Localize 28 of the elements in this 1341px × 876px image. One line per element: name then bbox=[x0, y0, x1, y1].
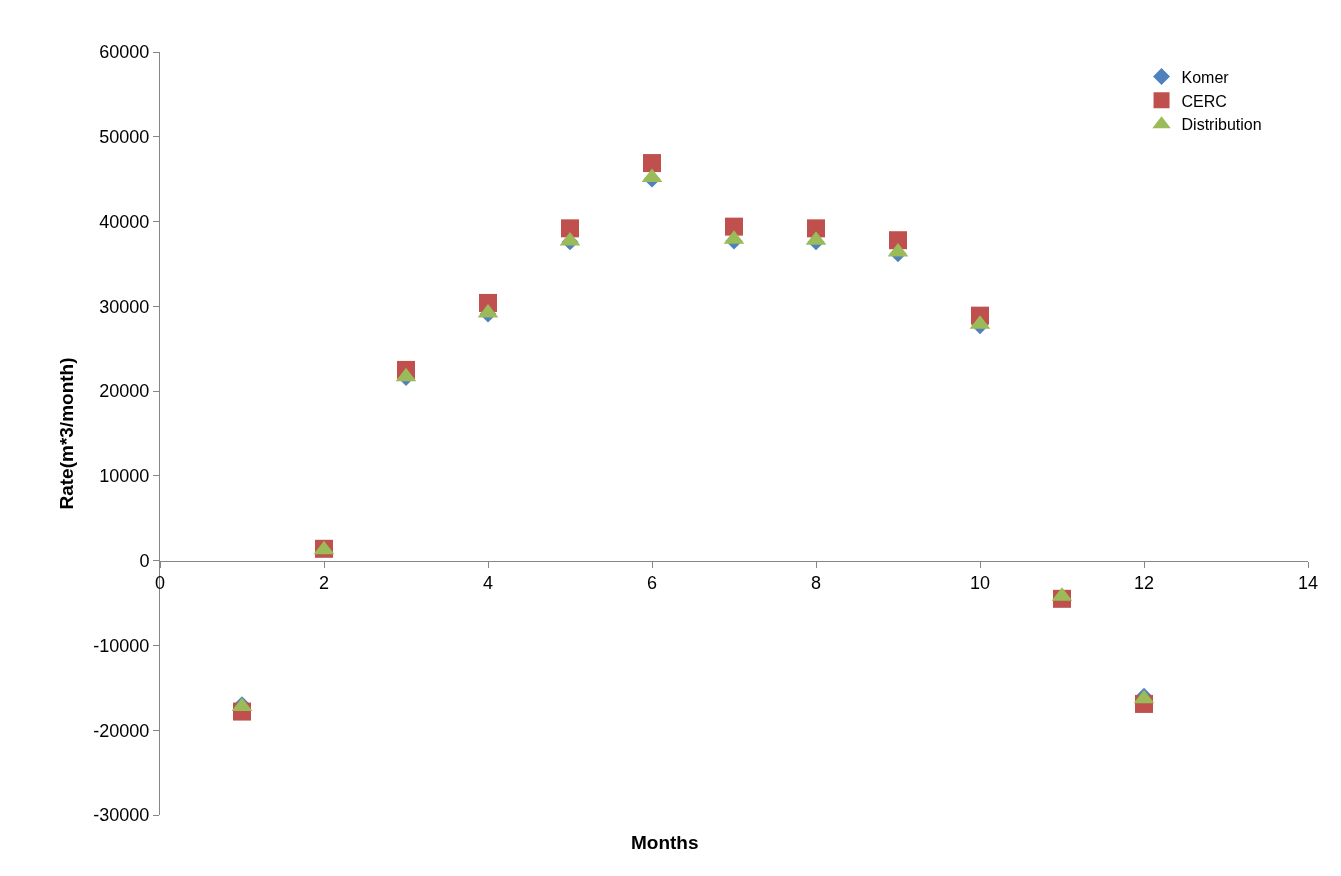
y-tick-label: -10000 bbox=[93, 635, 150, 656]
y-tick-label: -30000 bbox=[93, 805, 150, 826]
x-tick-label: 10 bbox=[969, 573, 991, 594]
y-tick-label: -20000 bbox=[93, 720, 150, 741]
x-axis-title: Months bbox=[631, 832, 699, 853]
point bbox=[561, 219, 579, 238]
y-tick-label: 40000 bbox=[99, 211, 150, 232]
legend-label: CERC bbox=[1181, 92, 1227, 110]
x-tick-label: 12 bbox=[1133, 573, 1155, 594]
x-tick-label: 8 bbox=[810, 573, 822, 594]
y-tick-label: 0 bbox=[139, 550, 150, 571]
x-tick-label: 2 bbox=[318, 573, 330, 594]
x-tick-label: 4 bbox=[482, 573, 494, 594]
y-tick-label: 20000 bbox=[99, 381, 150, 402]
x-tick-label: 0 bbox=[154, 573, 166, 594]
y-tick-label: 30000 bbox=[99, 296, 150, 317]
y-tick-label: 10000 bbox=[99, 466, 150, 487]
point bbox=[807, 219, 825, 238]
y-axis-title: Rate(m*3/month) bbox=[56, 357, 78, 510]
point bbox=[643, 154, 661, 173]
point bbox=[889, 231, 907, 250]
x-tick-label: 6 bbox=[646, 573, 658, 594]
point bbox=[725, 217, 743, 236]
legend-label: Distribution bbox=[1181, 116, 1262, 134]
y-tick-label: 60000 bbox=[99, 42, 150, 63]
legend-label: Komer bbox=[1181, 68, 1230, 86]
y-tick-label: 50000 bbox=[99, 127, 150, 148]
x-tick-label: 14 bbox=[1297, 573, 1319, 594]
